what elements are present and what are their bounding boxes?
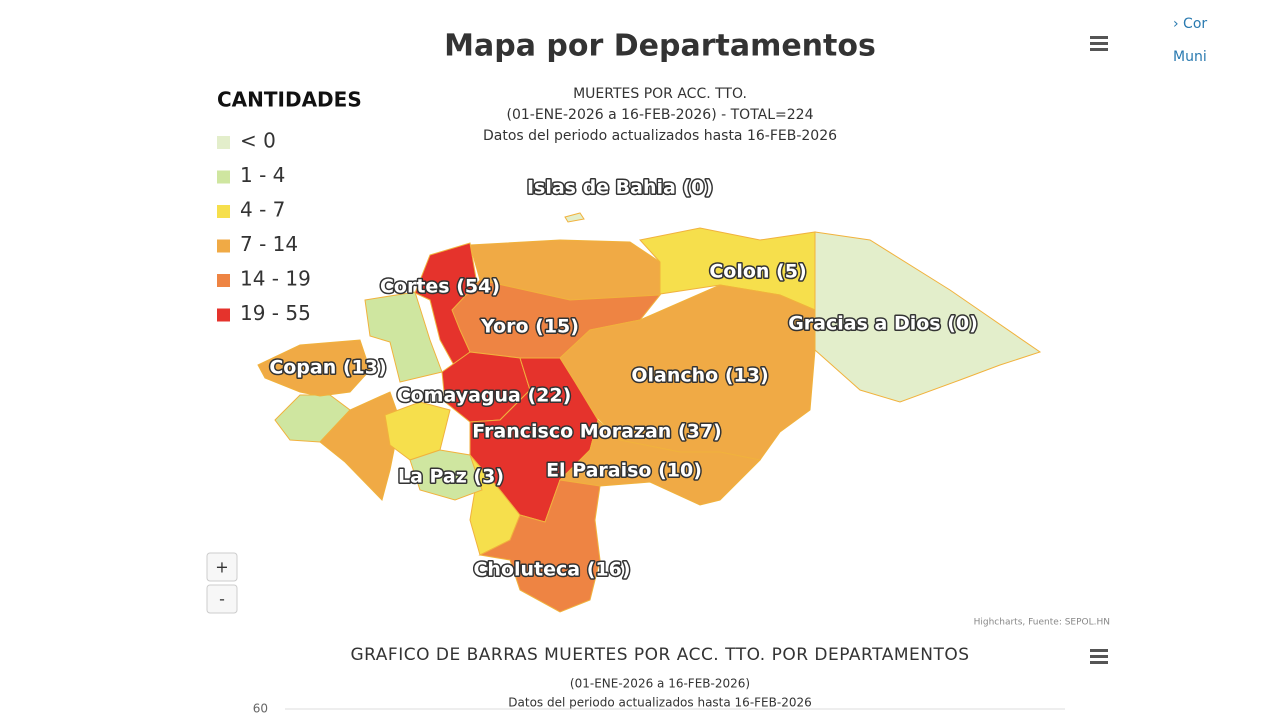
legend: < 0 1 - 4 4 - 7 7 - 14 14 - 19 19 - 55 bbox=[217, 129, 311, 325]
region-label: Colon (5) bbox=[709, 261, 806, 283]
legend-label: 14 - 19 bbox=[240, 267, 311, 291]
menu-icon[interactable] bbox=[1090, 36, 1108, 51]
zoom-in-button[interactable] bbox=[206, 552, 238, 582]
legend-swatch bbox=[217, 205, 230, 218]
region-label: Olancho (13) bbox=[631, 365, 768, 387]
region-label: Francisco Morazan (37) bbox=[472, 421, 721, 443]
y-tick-label: 60 bbox=[253, 702, 268, 716]
legend-label: 4 - 7 bbox=[240, 198, 285, 222]
region-label: Copan (13) bbox=[269, 357, 386, 379]
region-label: Cortes (54) bbox=[380, 276, 500, 298]
zoom-in-label[interactable]: + bbox=[215, 558, 228, 577]
legend-swatch bbox=[217, 308, 230, 322]
zoom-out-button[interactable] bbox=[206, 584, 238, 614]
legend-swatch bbox=[217, 136, 230, 149]
region bbox=[558, 419, 762, 506]
bar-chart-title: GRAFICO DE BARRAS MUERTES POR ACC. TTO. … bbox=[350, 645, 969, 665]
region bbox=[409, 449, 483, 501]
map bbox=[257, 212, 1042, 613]
region-label: Choluteca (16) bbox=[473, 559, 630, 581]
region-label: Gracias a Dios (0) bbox=[788, 313, 978, 335]
region-label: Yoro (15) bbox=[480, 316, 579, 338]
legend-swatch bbox=[217, 239, 230, 253]
legend-label: 7 - 14 bbox=[240, 232, 298, 256]
map-title: Mapa por Departamentos bbox=[444, 29, 876, 64]
region-labels: Islas de Bahia (0) Cortes (54) Colon (5)… bbox=[268, 175, 979, 582]
region bbox=[814, 231, 1042, 403]
region-label: Islas de Bahia (0) bbox=[527, 177, 713, 199]
region bbox=[564, 212, 585, 223]
legend-swatch bbox=[217, 170, 230, 184]
legend-label: < 0 bbox=[240, 129, 276, 153]
zoom-out-label[interactable]: - bbox=[219, 590, 225, 609]
legend-swatch bbox=[217, 274, 230, 287]
menu-icon[interactable] bbox=[1090, 649, 1108, 664]
region-label: El Paraiso (10) bbox=[546, 460, 702, 482]
map-subtitle: Datos del periodo actualizados hasta 16-… bbox=[483, 128, 837, 144]
side-link[interactable]: › Cor bbox=[1173, 16, 1207, 32]
credits[interactable]: Highcharts, Fuente: SEPOL.HN bbox=[974, 618, 1110, 628]
region-label: Comayagua (22) bbox=[397, 385, 572, 407]
legend-label: 1 - 4 bbox=[240, 163, 285, 187]
region-label: La Paz (3) bbox=[398, 466, 504, 488]
region bbox=[364, 291, 443, 383]
legend-label: 19 - 55 bbox=[240, 301, 311, 325]
bar-chart-subtitle: Datos del periodo actualizados hasta 16-… bbox=[508, 696, 811, 710]
region bbox=[257, 339, 371, 397]
map-subtitle: (01-ENE-2026 a 16-FEB-2026) - TOTAL=224 bbox=[507, 107, 814, 123]
bar-chart-subtitle: (01-ENE-2026 a 16-FEB-2026) bbox=[570, 677, 750, 691]
region bbox=[478, 479, 601, 613]
side-link[interactable]: Muni bbox=[1173, 49, 1207, 65]
legend-title: CANTIDADES bbox=[217, 88, 362, 112]
map-subtitle: MUERTES POR ACC. TTO. bbox=[573, 86, 747, 102]
